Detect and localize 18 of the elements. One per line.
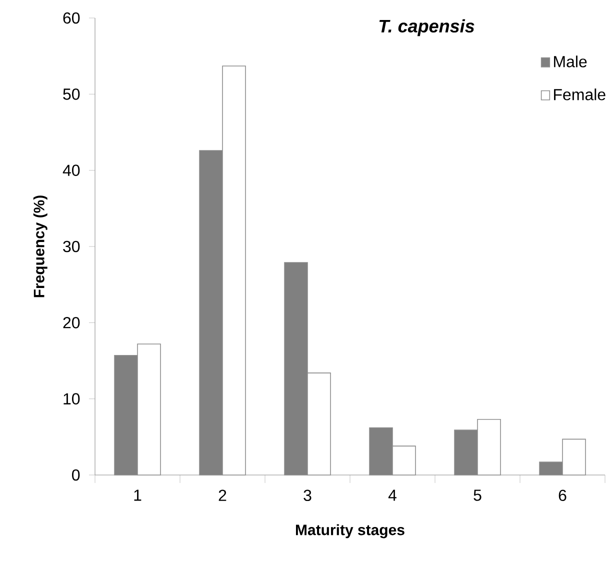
legend-label: Male [554, 56, 587, 68]
y-tick-label: 10 [64, 393, 80, 404]
x-axis-title: Maturity stages [296, 524, 404, 538]
y-tick-label: 40 [62, 164, 80, 176]
y-axis-title: Frequency (%) [33, 196, 48, 298]
x-tick-label: 6 [558, 490, 566, 502]
y-tick-label: 60 [63, 12, 80, 24]
chart-title: T. capensis [379, 19, 474, 36]
y-tick-label: 0 [72, 469, 80, 481]
x-tick-label: 2 [218, 490, 226, 501]
y-tick-label: 20 [63, 317, 80, 328]
x-tick-label: 3 [304, 490, 312, 502]
y-tick-label: 50 [63, 88, 80, 100]
legend-label: Female [554, 88, 606, 100]
y-tick-label: 30 [63, 240, 80, 252]
x-tick-label: 1 [134, 490, 142, 501]
x-tick-label: 5 [474, 490, 482, 501]
x-tick-label: 4 [388, 490, 396, 501]
